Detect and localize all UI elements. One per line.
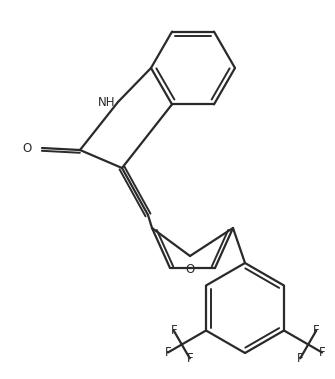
Text: F: F bbox=[164, 346, 171, 359]
Text: O: O bbox=[23, 141, 32, 155]
Text: O: O bbox=[185, 263, 195, 276]
Text: F: F bbox=[319, 346, 325, 359]
Text: F: F bbox=[313, 324, 320, 337]
Text: F: F bbox=[187, 352, 193, 365]
Text: NH: NH bbox=[97, 96, 115, 108]
Text: F: F bbox=[171, 324, 177, 337]
Text: F: F bbox=[297, 352, 304, 365]
